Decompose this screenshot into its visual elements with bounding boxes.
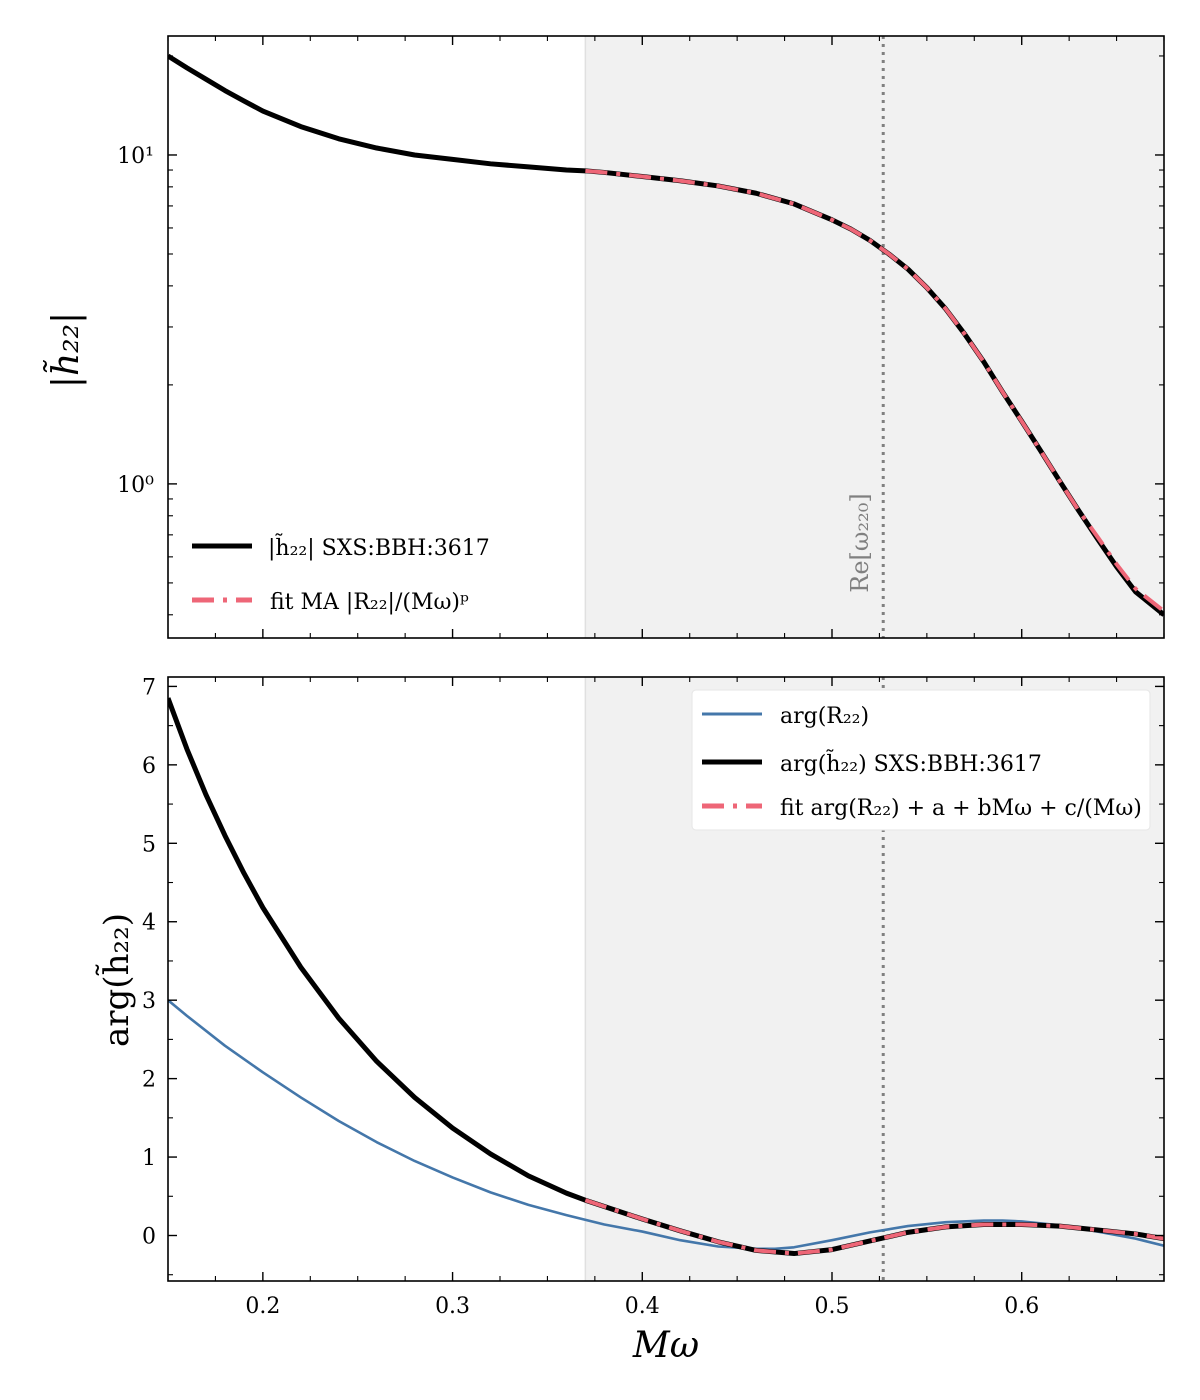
top-legend: |h̃₂₂| SXS:BBH:3617 fit MA |R₂₂|/(Mω)ᵖ <box>192 534 490 615</box>
top-ylabel-text: |h̃₂₂| <box>44 312 87 388</box>
bot-ytick-label: 6 <box>142 754 156 779</box>
bot-ytick-label: 1 <box>142 1146 156 1171</box>
bot-series-2 <box>584 1198 1164 1256</box>
bottom-panel: 0 1 2 3 4 5 6 7 0.2 0.3 0.4 0.5 0.6 arg(h̃₂₂) Mω arg… <box>96 675 1165 1366</box>
top-fit-region-shade <box>585 36 1164 638</box>
bot-xtick-label: 0.5 <box>815 1294 850 1319</box>
bottom-y-axis-label: arg(h̃₂₂) <box>96 913 137 1047</box>
bot-series-0 <box>168 999 1164 1251</box>
bottom-ylabel-text: arg(h̃₂₂) <box>96 913 137 1047</box>
bot-xtick-label: 0.4 <box>625 1294 660 1319</box>
bot-ytick-label: 4 <box>142 911 156 936</box>
top-panel: 10⁰ 10¹ |h̃₂₂| Re[ω₂₂₀] |h̃₂₂| SXS:BBH:36… <box>44 35 1165 639</box>
bot-ytick-label: 2 <box>142 1068 156 1093</box>
bottom-axes-frame <box>167 676 1165 1282</box>
top-series-0 <box>168 53 1164 617</box>
bottom-legend: arg(R₂₂) arg(h̃₂₂) SXS:BBH:3617 fit arg(… <box>691 689 1151 831</box>
bot-ytick-label: 0 <box>142 1225 156 1250</box>
top-legend-data-label: |h̃₂₂| SXS:BBH:3617 <box>268 534 490 561</box>
bot-ytick-label: 3 <box>142 989 156 1014</box>
top-ytick-label: 10⁰ <box>117 473 154 498</box>
top-ytick-label: 10¹ <box>117 144 154 169</box>
bot-ytick-label: 7 <box>142 675 156 700</box>
bot-xtick-label: 0.6 <box>1004 1294 1039 1319</box>
bottom-legend-data-label: arg(h̃₂₂) SXS:BBH:3617 <box>780 750 1042 777</box>
bottom-legend-box <box>691 689 1151 831</box>
bot-xtick-label: 0.3 <box>435 1294 470 1319</box>
bot-xtick-label: 0.2 <box>245 1294 280 1319</box>
vline-label: Re[ω₂₂₀] <box>846 493 874 592</box>
top-series-1 <box>585 168 1164 613</box>
bottom-legend-r22-label: arg(R₂₂) <box>780 704 869 729</box>
bottom-xlabel: Mω <box>632 1325 699 1366</box>
vline-label-group: Re[ω₂₂₀] <box>846 493 874 592</box>
bottom-legend-fit-label: fit arg(R₂₂) + a + bMω + c/(Mω) <box>780 796 1142 821</box>
top-y-axis-label: |h̃₂₂| <box>44 312 87 388</box>
top-legend-fit-label: fit MA |R₂₂|/(Mω)ᵖ <box>270 590 469 615</box>
bot-ytick-label: 5 <box>142 832 156 857</box>
top-axes-frame <box>167 35 1165 639</box>
